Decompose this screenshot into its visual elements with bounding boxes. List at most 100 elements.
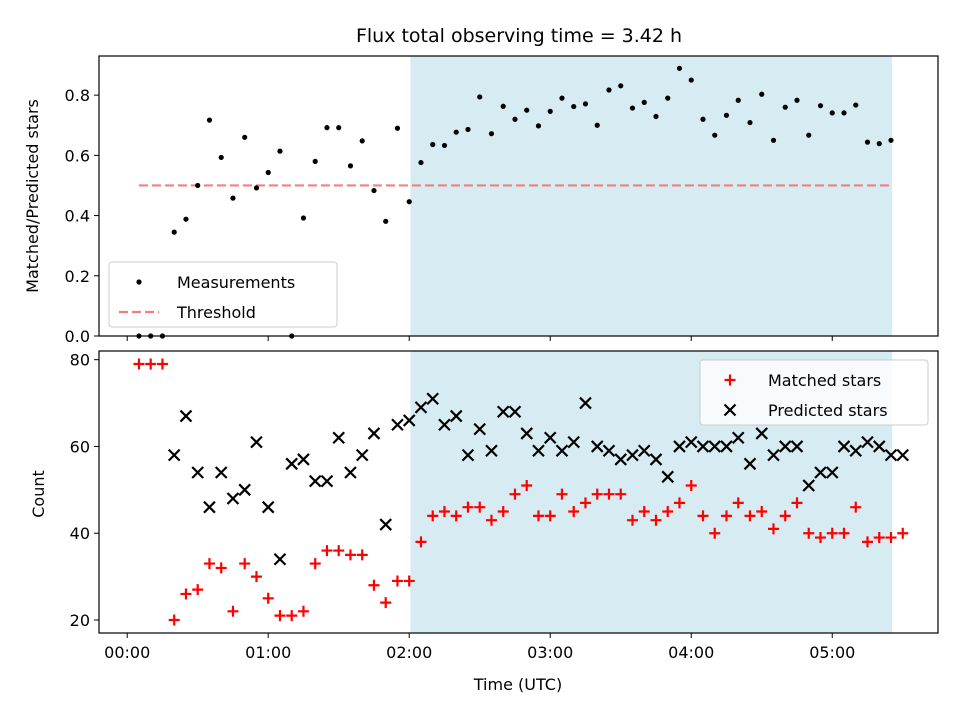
predicted-star-point — [755, 427, 769, 440]
measurement-point — [888, 137, 894, 143]
matched-star-point — [744, 510, 756, 522]
measurement-point — [829, 110, 835, 116]
measurement-point — [418, 159, 424, 166]
ratio-panel: 0.00.20.40.60.8 Matched/Predicted stars … — [23, 55, 939, 346]
predicted-star-point — [355, 448, 369, 462]
matched-star-point — [156, 358, 168, 370]
matched-star-point — [427, 510, 439, 522]
predicted-star-point — [872, 440, 886, 453]
predicted-star-point — [496, 405, 510, 419]
predicted-star-point — [696, 440, 710, 453]
predicted-star-point — [332, 431, 345, 445]
measurement-point — [488, 131, 495, 137]
measurement-point — [383, 218, 389, 224]
predicted-star-point — [673, 440, 686, 453]
measurement-point — [171, 229, 177, 235]
measurement-point — [618, 83, 624, 89]
predicted-star-point — [684, 435, 698, 449]
measurement-point — [582, 101, 589, 107]
measurement-point — [253, 185, 260, 191]
count-plot-frame — [98, 350, 939, 634]
measurement-point — [300, 215, 307, 221]
x-tick-label: 05:00 — [809, 643, 855, 662]
legend-dot-swatch — [136, 279, 142, 285]
matched-star-point — [579, 497, 591, 509]
predicted-star-point — [731, 431, 745, 445]
measurement-point — [195, 182, 201, 189]
matched-star-point — [521, 479, 533, 491]
predicted-star-point — [814, 466, 827, 479]
predicted-star-point — [179, 409, 193, 423]
predicted-star-point — [543, 431, 557, 445]
matched-star-point — [356, 549, 368, 561]
measurement-point — [371, 187, 377, 194]
predicted-star-point — [637, 444, 651, 458]
y-tick-label: 0.8 — [65, 86, 90, 105]
matched-star-point — [650, 514, 662, 526]
matched-star-point — [309, 558, 321, 570]
predicted-star-point — [532, 444, 545, 458]
matched-star-point — [438, 506, 450, 518]
predicted-star-point — [767, 448, 780, 462]
count-y-axis-label: Count — [29, 470, 48, 518]
matched-star-point — [662, 506, 674, 518]
legend-label: Measurements — [177, 273, 295, 292]
ratio-plot-frame — [98, 55, 939, 337]
measurement-point — [277, 148, 283, 154]
predicted-star-point — [825, 466, 839, 479]
predicted-star-point — [461, 448, 475, 462]
matched-star-point — [814, 532, 826, 544]
measurement-point — [665, 95, 671, 101]
predicted-star-point — [308, 474, 322, 488]
predicted-star-point — [743, 457, 757, 471]
predicted-star-point — [273, 552, 287, 566]
predicted-star-point — [226, 492, 240, 505]
y-tick-label: 0.4 — [65, 207, 90, 226]
matched-star-point — [262, 592, 274, 604]
matched-star-point — [391, 575, 403, 587]
predicted-star-point — [473, 422, 487, 436]
y-tick-label: 40 — [70, 524, 90, 543]
predicted-star-point — [367, 427, 381, 440]
predicted-star-point — [391, 418, 404, 432]
matched-star-point — [497, 506, 509, 518]
predicted-star-point — [485, 444, 498, 458]
measurement-point — [465, 126, 471, 133]
matched-star-point — [673, 497, 685, 509]
measurement-point — [876, 141, 882, 147]
predicted-star-point — [602, 444, 616, 458]
y-tick-label: 0.6 — [65, 146, 90, 165]
predicted-star-point — [861, 435, 874, 449]
matched-star-point — [250, 571, 262, 583]
predicted-star-point — [579, 396, 592, 410]
measurement-point — [770, 137, 777, 143]
matched-star-point — [344, 549, 356, 561]
y-tick-label: 0.0 — [65, 327, 90, 346]
matched-star-point — [709, 527, 721, 539]
predicted-star-point — [238, 483, 251, 497]
measurement-point — [712, 132, 718, 138]
matched-star-point — [544, 510, 556, 522]
measurement-point — [477, 94, 483, 100]
predicted-star-point — [426, 392, 439, 406]
matched-star-point — [697, 510, 709, 522]
predicted-star-point — [402, 414, 416, 427]
measurement-point — [594, 122, 600, 128]
matched-star-point — [380, 597, 392, 609]
matched-star-point — [720, 510, 732, 522]
measurement-point — [864, 139, 871, 145]
matched-star-point — [861, 536, 873, 548]
matched-star-point — [685, 479, 697, 491]
measurement-point — [571, 103, 577, 110]
measurement-point — [406, 199, 412, 205]
measurement-point — [230, 195, 236, 201]
measurement-point — [512, 116, 518, 122]
matched-star-point — [591, 488, 603, 500]
measurement-point — [359, 138, 365, 144]
matched-star-point — [333, 545, 345, 557]
matched-star-point — [286, 610, 298, 622]
measurement-point — [653, 113, 659, 120]
matched-star-point — [474, 501, 486, 513]
measurement-point — [841, 110, 847, 116]
